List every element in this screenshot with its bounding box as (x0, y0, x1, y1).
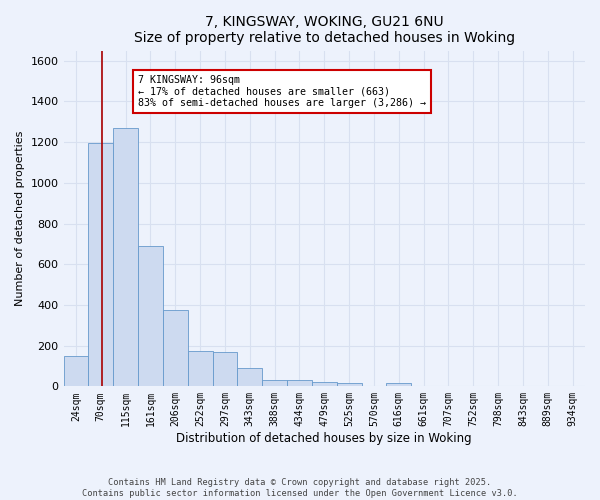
Bar (262, 380, 287, 386)
Bar (113, 128, 138, 386)
Bar (138, 246, 163, 386)
Bar (238, 368, 262, 386)
Bar (386, 384, 411, 386)
Y-axis label: Number of detached properties: Number of detached properties (15, 130, 25, 306)
Bar (312, 382, 337, 386)
Bar (212, 352, 238, 386)
Bar (188, 350, 212, 386)
Text: Contains HM Land Registry data © Crown copyright and database right 2025.
Contai: Contains HM Land Registry data © Crown c… (82, 478, 518, 498)
Bar (88, 143, 113, 386)
Title: 7, KINGSWAY, WOKING, GU21 6NU
Size of property relative to detached houses in Wo: 7, KINGSWAY, WOKING, GU21 6NU Size of pr… (134, 15, 515, 45)
Bar (64, 356, 88, 386)
X-axis label: Distribution of detached houses by size in Woking: Distribution of detached houses by size … (176, 432, 472, 445)
Bar (337, 382, 362, 386)
Bar (287, 380, 312, 386)
Text: 7 KINGSWAY: 96sqm
← 17% of detached houses are smaller (663)
83% of semi-detache: 7 KINGSWAY: 96sqm ← 17% of detached hous… (138, 75, 426, 108)
Bar (163, 310, 188, 386)
